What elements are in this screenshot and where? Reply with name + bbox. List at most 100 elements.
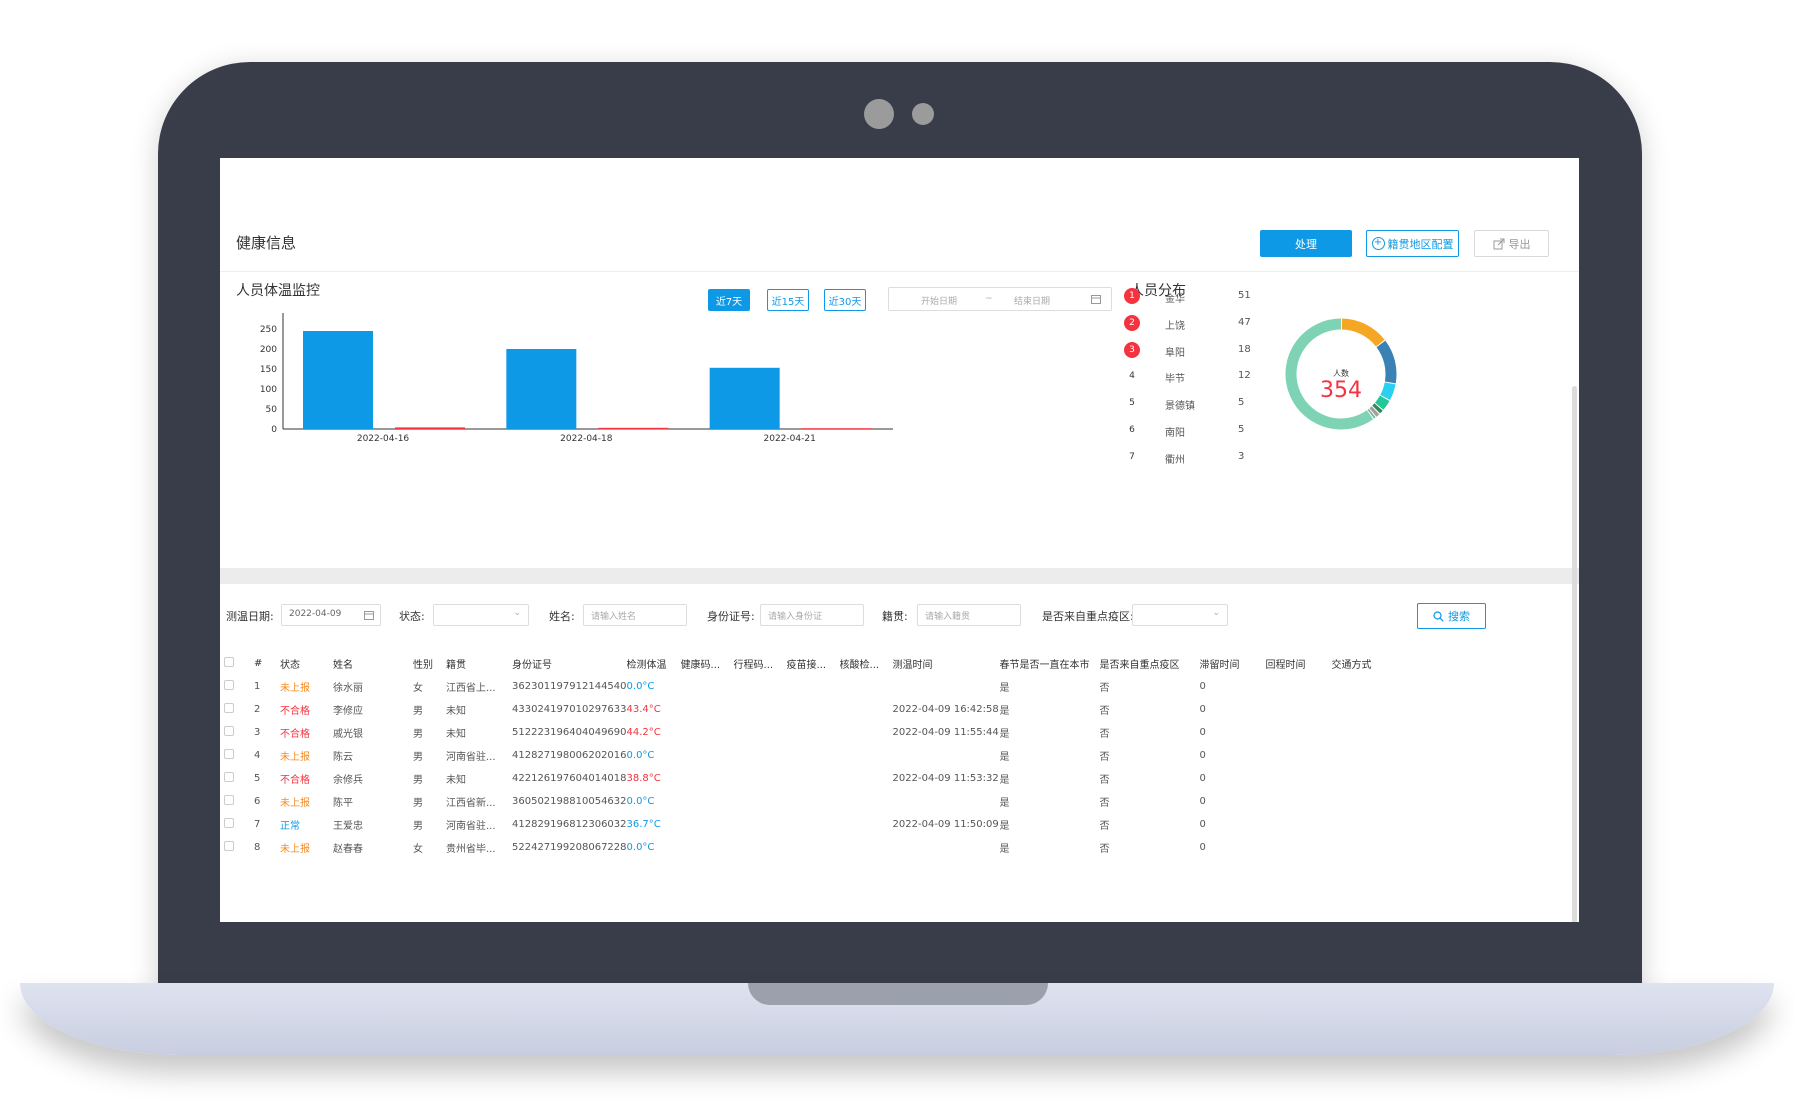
measure-time-cell: 2022-04-09 11:50:09 [892, 819, 999, 830]
row-checkbox[interactable] [224, 818, 234, 828]
search-label: 搜索 [1448, 610, 1470, 623]
id-cell: 433024197010297633 [512, 704, 627, 715]
tab-7-days[interactable]: 近7天 [708, 289, 750, 311]
export-label: 导出 [1508, 237, 1531, 251]
y-tick-label: 250 [260, 325, 277, 335]
status-cell: 未上报 [280, 798, 310, 809]
table-row[interactable]: 3 不合格 戚光银 男 未知 512223196404049690 44.2°C 2022-0… [224, 721, 1382, 744]
monitor-title: 人员体温监控 [236, 283, 320, 299]
table-row[interactable]: 1 未上报 徐水丽 女 江西省上... 362301197912144540 0.0°C 是 否… [224, 675, 1382, 698]
measure-time-cell: 2022-04-09 16:42:58 [892, 704, 999, 715]
col-header: 姓名 [333, 659, 353, 671]
measure-time-cell: 2022-04-09 11:53:32 [892, 773, 999, 784]
filter-id-placeholder: 请输入身份证 [768, 612, 823, 622]
calendar-icon [364, 611, 374, 620]
measure-time-cell [893, 744, 1000, 767]
date-range-picker[interactable]: 开始日期 ~ 结束日期 [888, 287, 1112, 311]
filter-name-input[interactable]: 请输入姓名 [583, 604, 687, 626]
origin-cell: 江西省上... [446, 683, 496, 694]
filter-status-select[interactable]: ⌄ [433, 604, 529, 626]
row-index: 3 [254, 727, 261, 738]
table-row[interactable]: 4 未上报 陈云 男 河南省驻... 412827198006202016 0.0°C 是 否 0 [224, 744, 1382, 767]
filter-origin-input[interactable]: 请输入籍贯 [917, 604, 1021, 626]
empty-cell [681, 790, 734, 813]
donut-total: 354 [1320, 378, 1362, 403]
status-cell: 不合格 [280, 729, 310, 740]
id-cell: 422126197604014018 [512, 773, 627, 784]
table-row[interactable]: 5 不合格 余修兵 男 未知 422126197604014018 38.8°C 2022-0… [224, 767, 1382, 790]
status-cell: 不合格 [280, 706, 310, 717]
temperature-bar-chart: 0 50 100 150 200 250 300 2022-04-16 2022-04-18 20… [260, 313, 893, 444]
empty-cell [734, 721, 787, 744]
table-row[interactable]: 6 未上报 陈平 男 江西省新... 360502198810054632 0.0°C 是 否 0 [224, 790, 1382, 813]
name-cell: 陈云 [333, 752, 353, 763]
region-config-button[interactable]: + 籍贯地区配置 [1366, 230, 1459, 257]
rank-region-name: 毕节 [1165, 374, 1185, 386]
empty-cell [787, 698, 840, 721]
name-cell: 徐水丽 [333, 683, 363, 694]
table-row[interactable]: 7 正常 王爱忠 男 河南省驻... 412829196812306032 36.7°C 20… [224, 813, 1382, 836]
rank-number: 5 [1129, 398, 1135, 409]
empty-cell [734, 790, 787, 813]
rank-number: 7 [1129, 451, 1135, 462]
chevron-down-icon: ⌄ [1212, 608, 1220, 618]
rank-region-name: 南阳 [1165, 428, 1185, 439]
empty-cell [840, 836, 893, 859]
process-button-label: 处理 [1295, 237, 1317, 251]
stayed-in-city-cell: 是 [999, 729, 1010, 740]
empty-cell [1266, 813, 1332, 836]
gender-cell: 男 [413, 752, 423, 763]
col-header: 春节是否一直在本市 [999, 659, 1090, 671]
bar [303, 331, 373, 429]
stay-days-cell: 0 [1199, 681, 1206, 692]
rank-region-name: 景德镇 [1165, 401, 1195, 413]
select-all-checkbox[interactable] [224, 656, 234, 667]
id-cell: 360502198810054632 [512, 796, 627, 807]
name-cell: 余修兵 [333, 775, 363, 786]
empty-cell [1266, 836, 1332, 859]
row-checkbox[interactable] [224, 703, 234, 713]
filter-risk-select[interactable]: ⌄ [1132, 604, 1228, 626]
export-button[interactable]: 导出 [1474, 230, 1549, 257]
tab-30-days[interactable]: 近30天 [824, 289, 866, 311]
search-button[interactable]: 搜索 [1417, 603, 1486, 629]
empty-cell [1266, 675, 1332, 698]
row-checkbox[interactable] [224, 795, 234, 805]
gender-cell: 女 [413, 683, 423, 694]
empty-cell [840, 698, 893, 721]
vertical-scrollbar[interactable] [1572, 386, 1577, 922]
row-checkbox[interactable] [224, 772, 234, 782]
y-tick-label: 200 [260, 345, 277, 355]
y-tick-label: 150 [260, 365, 277, 375]
table-row[interactable]: 8 未上报 赵春春 女 贵州省毕... 522427199208067228 0.0°C 是 否… [224, 836, 1382, 859]
y-tick-label: 0 [271, 425, 277, 435]
row-index: 6 [254, 796, 261, 807]
filter-id-input[interactable]: 请输入身份证 [760, 604, 864, 626]
export-icon [1493, 238, 1504, 249]
y-tick-label: 100 [260, 385, 277, 395]
temperature-cell: 43.4°C [626, 704, 661, 715]
stay-days-cell: 0 [1199, 704, 1206, 715]
empty-cell [681, 698, 734, 721]
filter-date-input[interactable]: 2022-04-09 [281, 604, 381, 626]
row-index: 1 [254, 681, 261, 692]
tab-15-days[interactable]: 近15天 [767, 289, 809, 311]
empty-cell [734, 744, 787, 767]
rank-region-name: 上饶 [1165, 320, 1185, 332]
col-header: 疫苗接... [786, 659, 827, 671]
row-checkbox[interactable] [224, 680, 234, 690]
origin-cell: 未知 [446, 729, 466, 740]
process-button[interactable]: 处理 [1260, 230, 1352, 257]
row-checkbox[interactable] [224, 841, 234, 851]
row-checkbox[interactable] [224, 749, 234, 759]
laptop-notch [748, 983, 1048, 1005]
donut-slice [1380, 382, 1396, 401]
x-tick-label: 2022-04-18 [560, 434, 613, 444]
rank-count: 12 [1238, 370, 1251, 382]
start-date-placeholder: 开始日期 [921, 297, 958, 307]
row-checkbox[interactable] [224, 726, 234, 736]
name-cell: 陈平 [333, 798, 353, 809]
table-row[interactable]: 2 不合格 李修应 男 未知 433024197010297633 43.4°C 2022-0… [224, 698, 1382, 721]
empty-cell [1332, 767, 1382, 790]
stay-days-cell: 0 [1199, 842, 1206, 853]
